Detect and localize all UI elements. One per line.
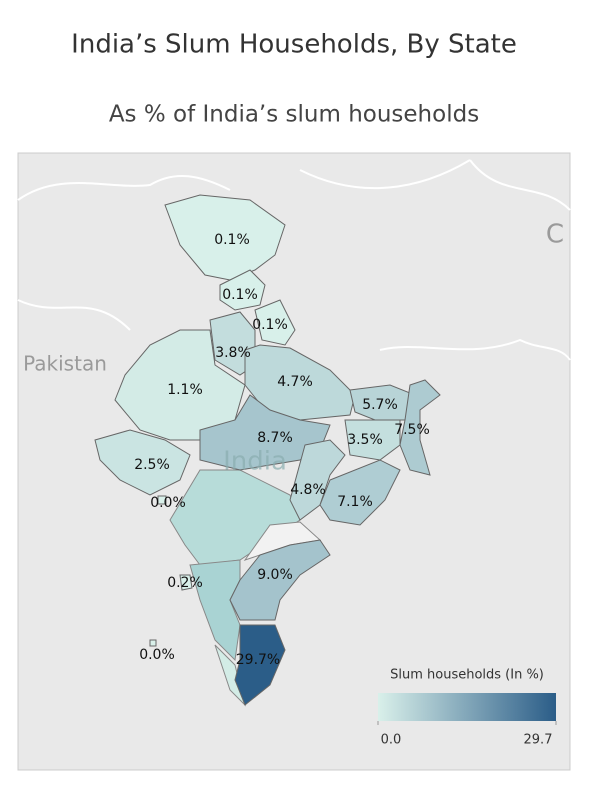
value-label: 7.1%: [337, 494, 373, 510]
state-region: [179, 574, 193, 591]
map-label: C: [546, 220, 564, 250]
subtitle: As % of India’s slum households: [109, 102, 479, 128]
state-region: [344, 419, 401, 461]
value-label: 0.2%: [167, 575, 203, 591]
state-region: [289, 439, 346, 521]
state-region: [149, 639, 157, 647]
value-label: 0.1%: [252, 317, 288, 333]
state-region: [244, 344, 356, 421]
state-region: [164, 194, 286, 281]
state-region: [157, 495, 167, 505]
value-label: 9.0%: [257, 567, 293, 583]
state-region: [399, 379, 441, 476]
value-label: 2.5%: [134, 457, 170, 473]
value-label: 0.1%: [214, 232, 250, 248]
value-label: 4.7%: [277, 374, 313, 390]
legend-tick-label: 29.7: [524, 733, 553, 748]
legend-colorbar: [378, 693, 556, 721]
value-label: 0.0%: [150, 495, 186, 511]
title: India’s Slum Households, By State: [71, 30, 517, 60]
state-region: [114, 329, 246, 441]
state-region: [254, 299, 296, 346]
border-lines: [17, 159, 571, 361]
value-label: 7.5%: [394, 422, 430, 438]
state-region: [234, 624, 286, 706]
map-label: India: [223, 447, 287, 477]
value-label: 0.0%: [139, 647, 175, 663]
value-label: 4.8%: [290, 482, 326, 498]
state-region: [219, 269, 266, 311]
state-region: [199, 394, 331, 471]
value-label: 8.7%: [257, 430, 293, 446]
value-label: 3.8%: [215, 345, 251, 361]
map-label: Pakistan: [23, 352, 107, 376]
value-label: 3.5%: [347, 432, 383, 448]
value-label: 29.7%: [236, 652, 280, 668]
state-region: [229, 539, 331, 621]
state-region: [94, 429, 191, 496]
legend-tick-label: 0.0: [381, 733, 402, 748]
value-label: 0.1%: [222, 287, 258, 303]
value-label: 5.7%: [362, 397, 398, 413]
legend-title: Slum households (In %): [390, 668, 544, 683]
state-region: [319, 459, 401, 526]
value-label: 1.1%: [167, 382, 203, 398]
